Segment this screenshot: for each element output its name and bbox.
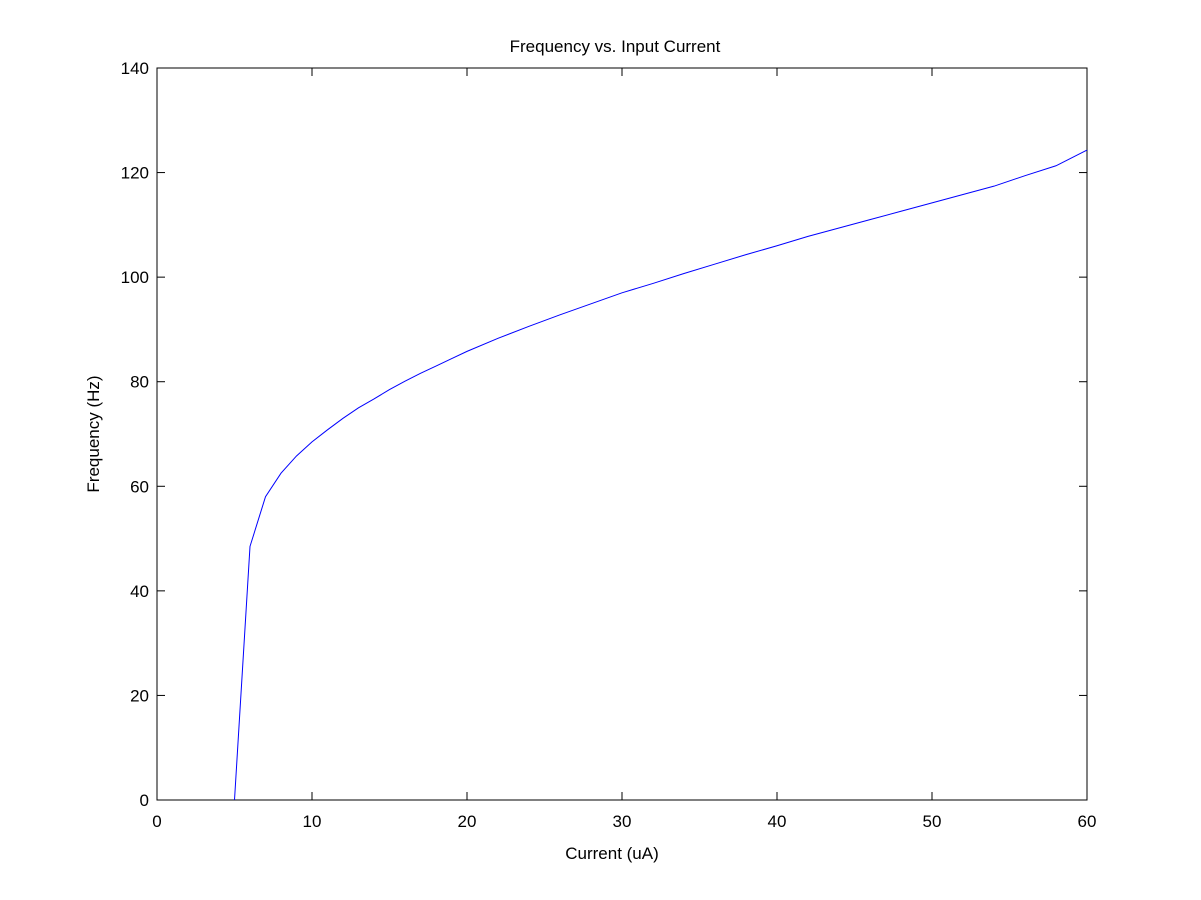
- x-tick-label: 20: [458, 812, 477, 831]
- y-tick-label: 20: [130, 686, 149, 705]
- y-tick-label: 120: [121, 164, 149, 183]
- x-tick-label: 60: [1078, 812, 1097, 831]
- axis-ticks: [156, 67, 1088, 801]
- y-tick-label: 60: [130, 477, 149, 496]
- x-tick-label: 0: [152, 812, 161, 831]
- x-tick-label: 30: [613, 812, 632, 831]
- y-tick-label: 40: [130, 582, 149, 601]
- plot-area: [156, 67, 1088, 801]
- y-tick-label: 140: [121, 59, 149, 78]
- tick-labels: 0 10 20 30 40 50 60 0 20 40 60 80 100 120 140: [121, 59, 1097, 831]
- y-tick-label: 0: [140, 791, 149, 810]
- x-tick-label: 10: [303, 812, 322, 831]
- chart-title: Frequency vs. Input Current: [510, 37, 721, 56]
- series-line: [234, 149, 1088, 801]
- x-tick-label: 40: [768, 812, 787, 831]
- y-tick-label: 80: [130, 373, 149, 392]
- y-tick-label: 100: [121, 268, 149, 287]
- x-tick-label: 50: [923, 812, 942, 831]
- x-axis-label: Current (uA): [565, 844, 659, 863]
- y-axis-label: Frequency (Hz): [84, 375, 103, 492]
